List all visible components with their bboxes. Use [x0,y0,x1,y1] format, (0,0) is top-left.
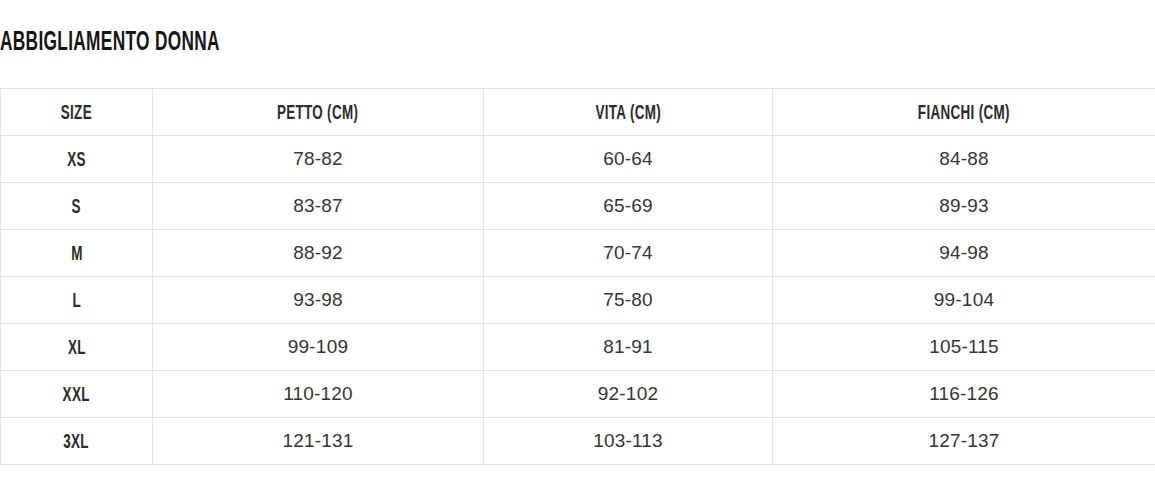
page-title-text: ABBIGLIAMENTO DONNA [0,26,220,57]
vita-cell: 65-69 [484,183,773,230]
petto-cell: 83-87 [153,183,484,230]
size-cell: M [1,230,153,277]
size-chart-table: SIZE PETTO (CM) VITA (CM) FIANCHI (CM) X… [0,88,1155,465]
table-row: XL 99-109 81-91 105-115 [1,324,1155,371]
header-row: SIZE PETTO (CM) VITA (CM) FIANCHI (CM) [1,89,1155,136]
vita-cell: 92-102 [484,371,773,418]
table-row: S 83-87 65-69 89-93 [1,183,1155,230]
header-label-fianchi: FIANCHI (CM) [918,100,1010,124]
petto-cell: 93-98 [153,277,484,324]
fianchi-cell: 127-137 [773,418,1155,465]
size-guide-page: ABBIGLIAMENTO DONNA SIZE PETTO (CM) VITA… [0,26,1155,489]
table-row: XS 78-82 60-64 84-88 [1,136,1155,183]
page-title: ABBIGLIAMENTO DONNA [0,26,1155,57]
table-header: SIZE PETTO (CM) VITA (CM) FIANCHI (CM) [1,89,1155,136]
fianchi-cell: 84-88 [773,136,1155,183]
table-row: L 93-98 75-80 99-104 [1,277,1155,324]
header-label-petto: PETTO (CM) [277,100,358,124]
header-label-size: SIZE [61,100,92,124]
table-body: XS 78-82 60-64 84-88 S 83-87 65-69 89-93… [1,136,1155,465]
table-row: 3XL 121-131 103-113 127-137 [1,418,1155,465]
petto-cell: 110-120 [153,371,484,418]
size-cell: XXL [1,371,153,418]
size-cell: L [1,277,153,324]
vita-cell: 103-113 [484,418,773,465]
vita-cell: 70-74 [484,230,773,277]
header-cell-size: SIZE [1,89,153,136]
size-cell: XL [1,324,153,371]
fianchi-cell: 105-115 [773,324,1155,371]
header-cell-vita: VITA (CM) [484,89,773,136]
header-cell-petto: PETTO (CM) [153,89,484,136]
table-row: XXL 110-120 92-102 116-126 [1,371,1155,418]
petto-cell: 99-109 [153,324,484,371]
table-row: M 88-92 70-74 94-98 [1,230,1155,277]
fianchi-cell: 94-98 [773,230,1155,277]
size-cell: 3XL [1,418,153,465]
header-cell-fianchi: FIANCHI (CM) [773,89,1155,136]
fianchi-cell: 99-104 [773,277,1155,324]
petto-cell: 78-82 [153,136,484,183]
fianchi-cell: 89-93 [773,183,1155,230]
vita-cell: 81-91 [484,324,773,371]
fianchi-cell: 116-126 [773,371,1155,418]
size-cell: XS [1,136,153,183]
header-label-vita: VITA (CM) [595,100,661,124]
size-cell: S [1,183,153,230]
vita-cell: 75-80 [484,277,773,324]
petto-cell: 88-92 [153,230,484,277]
vita-cell: 60-64 [484,136,773,183]
petto-cell: 121-131 [153,418,484,465]
